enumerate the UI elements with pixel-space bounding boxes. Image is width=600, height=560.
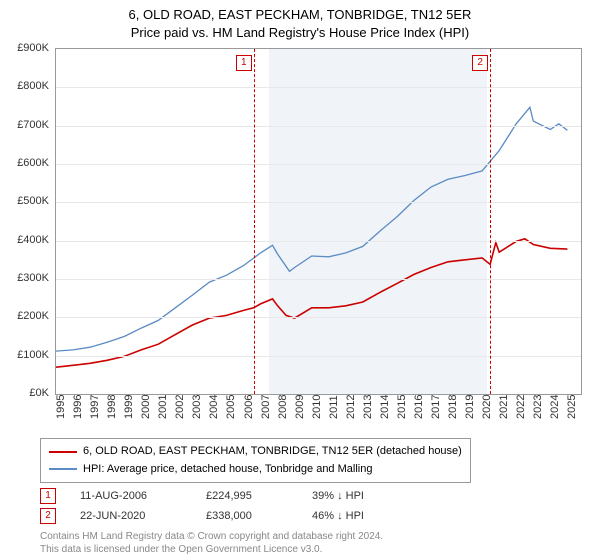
x-tick-label: 2013 — [362, 395, 374, 419]
event-marker-icon: 1 — [236, 55, 252, 71]
title-line-2: Price paid vs. HM Land Registry's House … — [0, 24, 600, 42]
gridline — [56, 356, 581, 357]
x-tick-label: 2007 — [260, 395, 272, 419]
x-tick-label: 1999 — [123, 395, 135, 419]
y-tick-label: £200K — [17, 310, 49, 322]
x-tick-label: 2011 — [328, 395, 340, 419]
x-tick-label: 2023 — [532, 395, 544, 419]
x-tick-label: 2020 — [481, 395, 493, 419]
sale-delta: 39% ↓ HPI — [312, 490, 364, 502]
x-tick-label: 2000 — [140, 395, 152, 419]
gridline — [56, 241, 581, 242]
gridline — [56, 279, 581, 280]
x-tick-label: 2008 — [277, 395, 289, 419]
sales-row: 2 22-JUN-2020 £338,000 46% ↓ HPI — [40, 506, 400, 526]
x-tick-label: 2022 — [515, 395, 527, 419]
sale-price: £338,000 — [206, 510, 276, 522]
x-tick-label: 1995 — [55, 395, 67, 419]
x-tick-label: 2003 — [191, 395, 203, 419]
sales-table: 1 11-AUG-2006 £224,995 39% ↓ HPI 2 22-JU… — [40, 486, 400, 526]
legend-row: HPI: Average price, detached house, Tonb… — [49, 461, 462, 479]
x-tick-label: 1997 — [89, 395, 101, 419]
x-tick-label: 2018 — [447, 395, 459, 419]
legend-row: 6, OLD ROAD, EAST PECKHAM, TONBRIDGE, TN… — [49, 443, 462, 461]
y-tick-label: £600K — [17, 157, 49, 169]
footer-line-1: Contains HM Land Registry data © Crown c… — [40, 530, 383, 543]
plot-area: 12 — [55, 48, 582, 395]
event-marker-icon: 2 — [472, 55, 488, 71]
gridline — [56, 317, 581, 318]
y-tick-label: £300K — [17, 272, 49, 284]
sale-date: 11-AUG-2006 — [80, 490, 170, 502]
x-tick-label: 2004 — [208, 395, 220, 419]
x-tick-label: 1998 — [106, 395, 118, 419]
x-tick-label: 1996 — [72, 395, 84, 419]
x-tick-label: 2009 — [294, 395, 306, 419]
x-tick-label: 2019 — [464, 395, 476, 419]
footer: Contains HM Land Registry data © Crown c… — [40, 530, 383, 556]
sale-delta: 46% ↓ HPI — [312, 510, 364, 522]
y-tick-label: £700K — [17, 119, 49, 131]
x-tick-label: 2016 — [413, 395, 425, 419]
x-tick-label: 2025 — [566, 395, 578, 419]
event-line — [254, 49, 255, 394]
x-tick-label: 2010 — [311, 395, 323, 419]
x-tick-label: 2014 — [379, 395, 391, 419]
y-tick-label: £800K — [17, 80, 49, 92]
title-line-1: 6, OLD ROAD, EAST PECKHAM, TONBRIDGE, TN… — [0, 6, 600, 24]
x-tick-label: 2024 — [549, 395, 561, 419]
legend-label: HPI: Average price, detached house, Tonb… — [83, 461, 372, 479]
x-tick-label: 2002 — [174, 395, 186, 419]
x-axis: 1995 1996 1997 1998 1999 2000 2001 2002 2003 2004… — [55, 395, 580, 435]
y-tick-label: £0K — [29, 387, 49, 399]
chart-lines — [56, 49, 581, 394]
footer-line-2: This data is licensed under the Open Gov… — [40, 543, 383, 556]
legend-swatch — [49, 468, 77, 470]
gridline — [56, 164, 581, 165]
chart-title: 6, OLD ROAD, EAST PECKHAM, TONBRIDGE, TN… — [0, 0, 600, 42]
x-tick-label: 2005 — [225, 395, 237, 419]
y-tick-label: £900K — [17, 42, 49, 54]
x-tick-label: 2001 — [157, 395, 169, 419]
legend-label: 6, OLD ROAD, EAST PECKHAM, TONBRIDGE, TN… — [83, 443, 462, 461]
legend: 6, OLD ROAD, EAST PECKHAM, TONBRIDGE, TN… — [40, 438, 471, 483]
chart-container: 6, OLD ROAD, EAST PECKHAM, TONBRIDGE, TN… — [0, 0, 600, 560]
sale-marker-icon: 1 — [40, 488, 56, 504]
y-tick-label: £100K — [17, 349, 49, 361]
sale-date: 22-JUN-2020 — [80, 510, 170, 522]
x-tick-label: 2017 — [430, 395, 442, 419]
x-tick-label: 2006 — [243, 395, 255, 419]
gridline — [56, 87, 581, 88]
x-tick-label: 2021 — [498, 395, 510, 419]
y-tick-label: £400K — [17, 234, 49, 246]
sales-row: 1 11-AUG-2006 £224,995 39% ↓ HPI — [40, 486, 400, 506]
legend-swatch — [49, 451, 77, 453]
gridline — [56, 202, 581, 203]
sale-price: £224,995 — [206, 490, 276, 502]
event-line — [490, 49, 491, 394]
gridline — [56, 126, 581, 127]
y-axis: £0K£100K£200K£300K£400K£500K£600K£700K£8… — [0, 48, 52, 393]
x-tick-label: 2015 — [396, 395, 408, 419]
x-tick-label: 2012 — [345, 395, 357, 419]
sale-marker-icon: 2 — [40, 508, 56, 524]
y-tick-label: £500K — [17, 195, 49, 207]
